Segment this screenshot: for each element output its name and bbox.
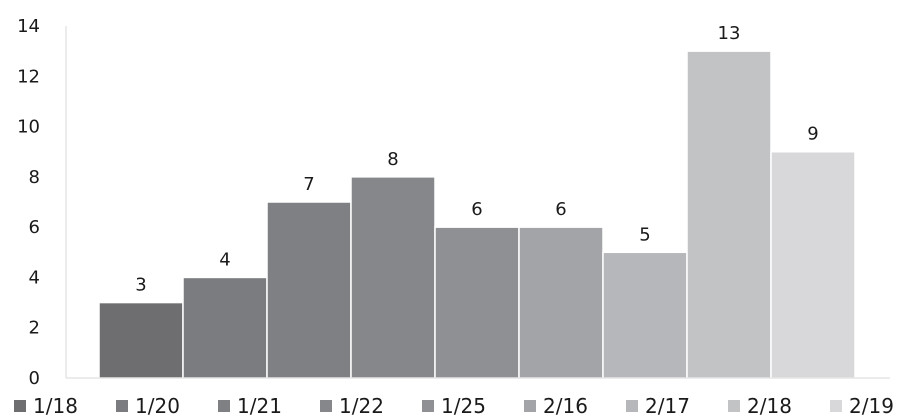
y-tick-label: 6 <box>29 217 40 238</box>
legend-label: 2/18 <box>747 394 792 418</box>
y-tick-label: 0 <box>29 368 40 389</box>
data-label: 4 <box>219 249 230 270</box>
y-tick-label: 4 <box>29 267 40 288</box>
data-label: 6 <box>471 199 482 220</box>
legend-label: 1/25 <box>441 394 486 418</box>
y-axis: 0 2 4 6 8 10 12 14 <box>17 16 67 389</box>
y-tick-label: 12 <box>17 66 40 87</box>
legend-swatch <box>830 400 842 412</box>
legend-label: 1/22 <box>339 394 384 418</box>
y-tick-label: 10 <box>17 117 40 138</box>
data-label: 8 <box>387 149 398 170</box>
legend-label: 1/21 <box>237 394 282 418</box>
bar-2-18 <box>686 50 772 379</box>
legend-swatch <box>524 400 536 412</box>
y-tick-label: 8 <box>29 167 40 188</box>
data-label: 7 <box>303 174 314 195</box>
data-label: 9 <box>807 124 818 145</box>
bar-2-17 <box>602 251 688 379</box>
legend-label: 2/19 <box>849 394 894 418</box>
legend-label: 1/20 <box>135 394 180 418</box>
data-label: 13 <box>718 23 741 44</box>
legend-swatch <box>626 400 638 412</box>
bar-1-21 <box>266 201 352 379</box>
legend-label: 2/16 <box>543 394 588 418</box>
legend-swatch <box>14 400 26 412</box>
data-labels-group: 3 4 7 8 6 6 5 13 9 <box>135 23 818 295</box>
bar-1-18 <box>98 301 184 379</box>
legend-label: 1/18 <box>33 394 78 418</box>
data-label: 6 <box>555 199 566 220</box>
data-label: 3 <box>135 275 146 296</box>
legend-swatch <box>218 400 230 412</box>
legend-label: 2/17 <box>645 394 690 418</box>
bar-2-19 <box>770 150 856 379</box>
bar-2-16 <box>518 226 604 379</box>
data-label: 5 <box>639 224 650 245</box>
y-tick-label: 2 <box>29 318 40 339</box>
legend-swatch <box>320 400 332 412</box>
bars-group <box>98 50 856 379</box>
y-tick-label: 14 <box>17 16 40 37</box>
legend: 1/18 1/20 1/21 1/22 1/25 2/16 2/17 2/18 2/19 <box>14 394 894 418</box>
bar-1-25 <box>434 226 520 379</box>
legend-swatch <box>422 400 434 412</box>
legend-swatch <box>116 400 128 412</box>
bar-1-22 <box>350 176 436 379</box>
legend-swatch <box>728 400 740 412</box>
bar-1-20 <box>182 276 268 379</box>
